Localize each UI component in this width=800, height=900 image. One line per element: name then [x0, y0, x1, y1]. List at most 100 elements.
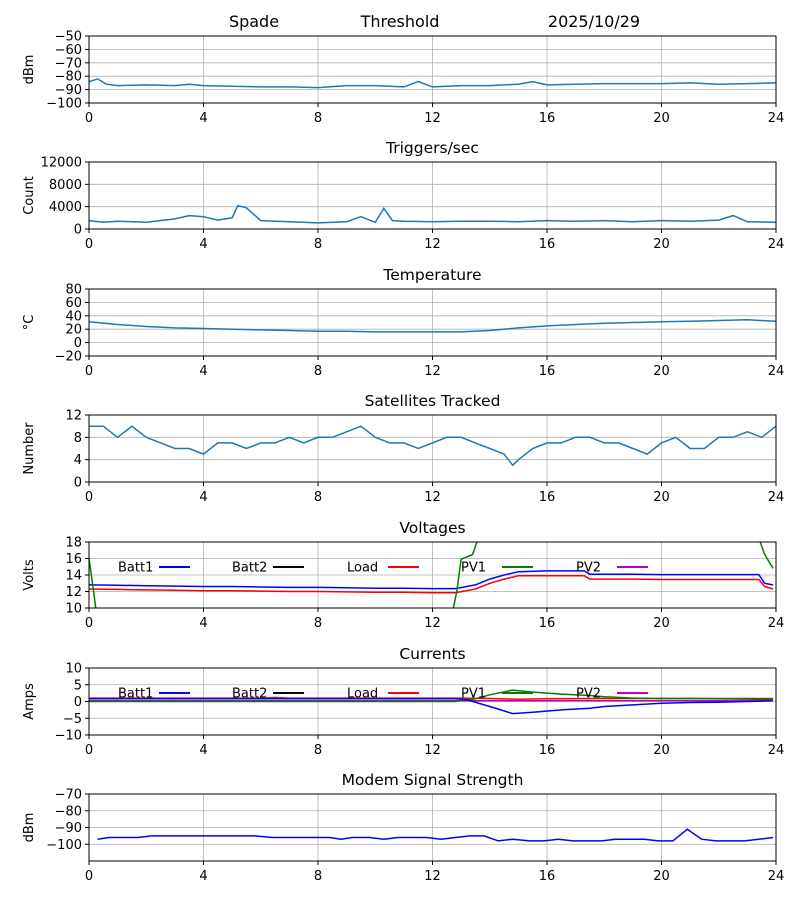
satellites-xtick-label: 0: [85, 490, 93, 505]
triggers-ytick-label: 8000: [49, 178, 82, 193]
triggers-xtick-label: 16: [539, 237, 556, 252]
voltages-ytick-label: 12: [65, 585, 82, 600]
noise-ytick-label: −80: [55, 70, 82, 85]
modem-chart: 0 4 8 12 16 20 24 −100 −90 −80−70 Modem Signal Str…: [22, 771, 784, 884]
voltages-series-line-pv1: [89, 542, 774, 608]
satellites-xtick-label: 20: [653, 490, 670, 505]
satellites-xtick-label: 16: [539, 490, 556, 505]
voltages-legend-label-batt1: Batt1: [118, 561, 153, 576]
temperature-xtick-label: 16: [539, 364, 556, 379]
voltages-legend-label-load: Load: [347, 561, 378, 576]
temperature-xtick-label: 20: [653, 364, 670, 379]
satellites-xtick-label: 12: [424, 490, 441, 505]
voltages-series-line-load: [89, 575, 774, 594]
modem-series-line: [97, 828, 774, 842]
noise-ytick-label: −90: [55, 83, 82, 98]
temperature-ytick-label: 60: [65, 296, 82, 311]
currents-xtick-label: 24: [768, 743, 785, 758]
temperature-series-line: [89, 319, 776, 333]
modem-xtick-label: 12: [424, 869, 441, 884]
temperature-ylabel: °C: [22, 315, 37, 331]
voltages-xtick-label: 12: [424, 616, 441, 631]
currents-legend-label-pv1: PV1: [461, 687, 486, 702]
temperature-title: Temperature: [382, 266, 481, 284]
voltages-series-line-batt1: [89, 570, 774, 590]
noise-xtick-label: 16: [539, 111, 556, 126]
triggers-xtick-label: 20: [653, 237, 670, 252]
voltages-legend-label-pv2: PV2: [576, 561, 601, 576]
satellites-xtick-label: 8: [314, 490, 322, 505]
noise-ytick-label: −100: [46, 97, 82, 112]
temperature-xtick-label: 4: [199, 364, 207, 379]
triggers-title: Triggers/sec: [385, 139, 479, 157]
modem-ytick-label: −80: [55, 804, 82, 819]
satellites-ytick-label: 8: [74, 431, 82, 446]
temperature-ytick-label: 40: [65, 309, 82, 324]
noise-chart: 0 4 8 12 16 20 24 −100−90−80−70−60−50 dBm: [22, 30, 784, 127]
modem-xtick-label: 0: [85, 869, 93, 884]
voltages-ytick-label: 18: [65, 536, 82, 551]
satellites-series-line: [89, 425, 776, 467]
satellites-ytick-label: 0: [74, 476, 82, 491]
satellites-xtick-label: 4: [199, 490, 207, 505]
voltages-xtick-label: 20: [653, 616, 670, 631]
modem-title: Modem Signal Strength: [342, 771, 524, 789]
voltages-legend-label-batt2: Batt2: [232, 561, 267, 576]
noise-series-line: [89, 78, 776, 89]
currents-xtick-label: 12: [424, 743, 441, 758]
satellites-chart: 0 4 8 12 16 20 24 0 4 8 12 Satellites Tracked Number: [22, 392, 784, 505]
noise-xtick-label: 20: [653, 111, 670, 126]
modem-ytick-label: −100: [46, 838, 82, 853]
currents-series-line-batt1: [89, 698, 774, 715]
voltages-xtick-label: 24: [768, 616, 785, 631]
triggers-xtick-label: 4: [199, 237, 207, 252]
voltages-ytick-label: 14: [65, 569, 82, 584]
triggers-ytick-label: 12000: [41, 156, 82, 171]
modem-ytick-label: −70: [55, 788, 82, 803]
triggers-ytick-label: 0: [74, 223, 82, 238]
triggers-ylabel: Count: [22, 176, 37, 215]
currents-ytick-label: −5: [63, 712, 82, 727]
triggers-xtick-label: 0: [85, 237, 93, 252]
triggers-xtick-label: 24: [768, 237, 785, 252]
voltages-ylabel: Volts: [22, 559, 37, 591]
modem-ylabel: dBm: [22, 813, 37, 843]
mode-label: Threshold: [360, 12, 440, 31]
currents-xtick-label: 20: [653, 743, 670, 758]
temperature-ytick-label: 0: [74, 336, 82, 351]
currents-ytick-label: 10: [65, 662, 82, 677]
currents-legend-label-pv2: PV2: [576, 687, 601, 702]
station-name: Spade: [229, 12, 279, 31]
currents-ytick-label: 5: [74, 678, 82, 693]
modem-xtick-label: 4: [199, 869, 207, 884]
currents-xtick-label: 8: [314, 743, 322, 758]
currents-chart: 0 4 8 12 16 20 24 −10 −5 0 510 Currents Amps Batt1 Bat…: [22, 645, 784, 758]
satellites-xtick-label: 24: [768, 490, 785, 505]
noise-xtick-label: 4: [199, 111, 207, 126]
voltages-xtick-label: 4: [199, 616, 207, 631]
noise-xtick-label: 0: [85, 111, 93, 126]
satellites-ytick-label: 12: [65, 409, 82, 424]
temperature-xtick-label: 12: [424, 364, 441, 379]
currents-series-line-pv1: [89, 689, 774, 703]
currents-ylabel: Amps: [22, 683, 37, 720]
modem-xtick-label: 8: [314, 869, 322, 884]
currents-xtick-label: 4: [199, 743, 207, 758]
modem-xtick-label: 24: [768, 869, 785, 884]
noise-ylabel: dBm: [22, 55, 37, 85]
currents-ytick-label: 0: [74, 695, 82, 710]
temperature-ytick-label: 20: [65, 323, 82, 338]
voltages-ytick-label: 16: [65, 552, 82, 567]
triggers-xtick-label: 12: [424, 237, 441, 252]
voltages-ytick-label: 10: [65, 602, 82, 617]
voltages-xtick-label: 8: [314, 616, 322, 631]
modem-xtick-label: 16: [539, 869, 556, 884]
noise-ytick-label: −50: [55, 30, 82, 45]
voltages-xtick-label: 16: [539, 616, 556, 631]
temperature-xtick-label: 0: [85, 364, 93, 379]
currents-legend-label-batt2: Batt2: [232, 687, 267, 702]
